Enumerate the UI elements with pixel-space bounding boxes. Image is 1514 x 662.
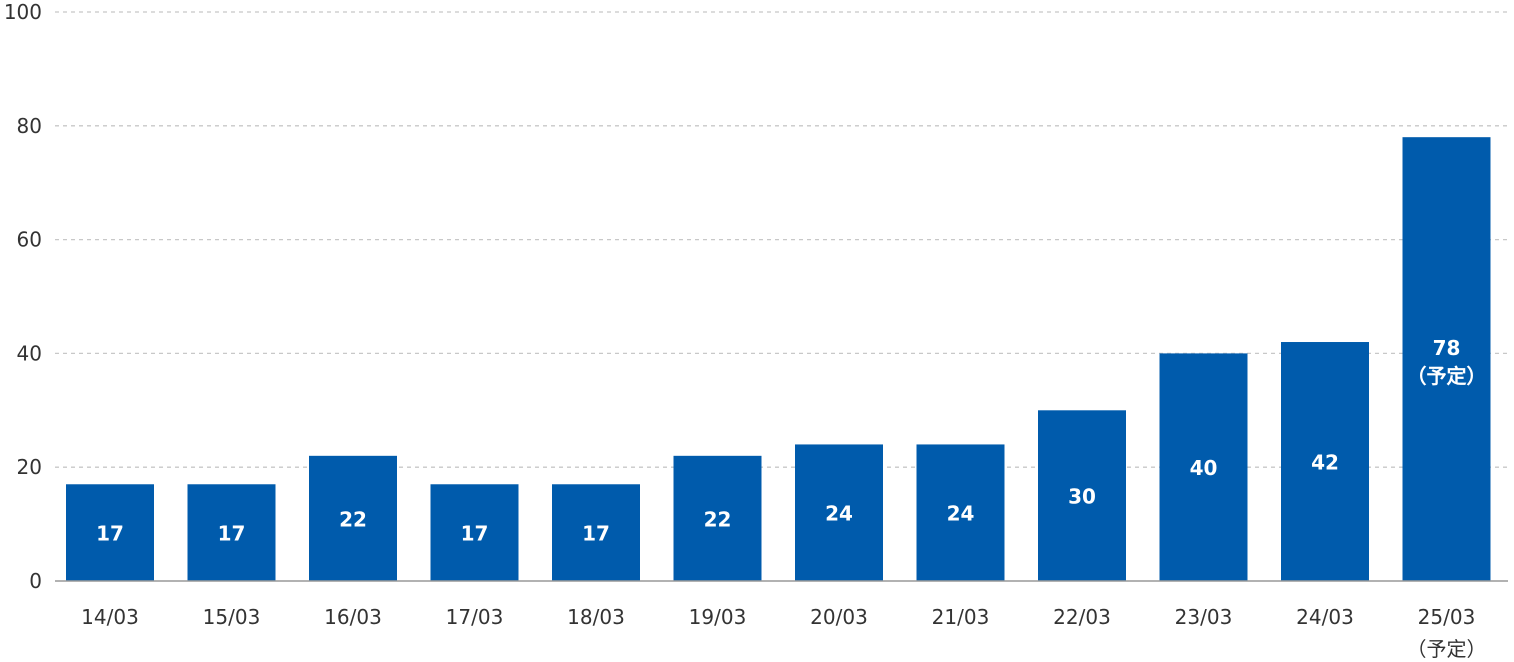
bar — [552, 484, 640, 581]
bar-labels: 17 17 22 17 17 22 24 24 30 40 42 78 （予定） — [96, 336, 1486, 546]
bar — [309, 455, 397, 581]
y-tick-label: 100 — [4, 0, 42, 24]
bar-value-label: 30 — [1068, 485, 1096, 509]
bar-value-label: 17 — [582, 522, 610, 546]
bar-value-label: 17 — [96, 522, 124, 546]
y-tick-label: 20 — [17, 455, 42, 479]
bar — [673, 455, 762, 581]
bar-value-label: 40 — [1190, 456, 1218, 480]
bar-value-label: 78 — [1433, 336, 1461, 360]
x-axis-ticks: 14/03 15/03 16/03 17/03 18/03 19/03 20/03 21/03… — [81, 605, 1486, 661]
bar — [1038, 410, 1126, 581]
bar — [187, 484, 276, 581]
bar — [916, 444, 1005, 581]
bar-value-label: 17 — [218, 522, 246, 546]
bars — [66, 137, 1491, 581]
bar — [430, 484, 519, 581]
x-tick-label: 14/03 — [81, 605, 139, 629]
bar — [1159, 353, 1248, 581]
x-tick-label: 24/03 — [1296, 605, 1354, 629]
bar-value-label: 42 — [1311, 451, 1339, 475]
x-tick-label: 23/03 — [1175, 605, 1233, 629]
x-tick-label: 17/03 — [446, 605, 504, 629]
bar-value-label: 22 — [704, 507, 732, 531]
bar — [1402, 137, 1491, 581]
x-tick-label: 16/03 — [324, 605, 382, 629]
x-tick-label: 21/03 — [932, 605, 990, 629]
bar — [1281, 342, 1369, 581]
x-tick-label: 25/03 — [1418, 605, 1476, 629]
bar-value-label: 17 — [461, 522, 489, 546]
x-tick-label: 20/03 — [810, 605, 868, 629]
grid-lines — [55, 11, 1508, 468]
y-tick-label: 60 — [17, 228, 42, 252]
x-tick-label: 22/03 — [1053, 605, 1111, 629]
y-tick-label: 40 — [17, 341, 42, 365]
bar-value-label: 24 — [947, 502, 975, 526]
x-tick-label: 19/03 — [689, 605, 747, 629]
y-tick-label: 0 — [29, 569, 42, 593]
x-tick-sublabel: （予定） — [1407, 637, 1487, 661]
bar-value-label: 24 — [825, 502, 853, 526]
x-tick-label: 15/03 — [203, 605, 261, 629]
y-tick-label: 80 — [17, 114, 42, 138]
x-tick-label: 18/03 — [567, 605, 625, 629]
bar — [795, 444, 883, 581]
bar-value-sublabel: （予定） — [1407, 364, 1487, 388]
y-axis-ticks: 0 20 40 60 80 100 — [4, 0, 42, 593]
bar-value-label: 22 — [339, 507, 367, 531]
bar — [66, 484, 154, 581]
